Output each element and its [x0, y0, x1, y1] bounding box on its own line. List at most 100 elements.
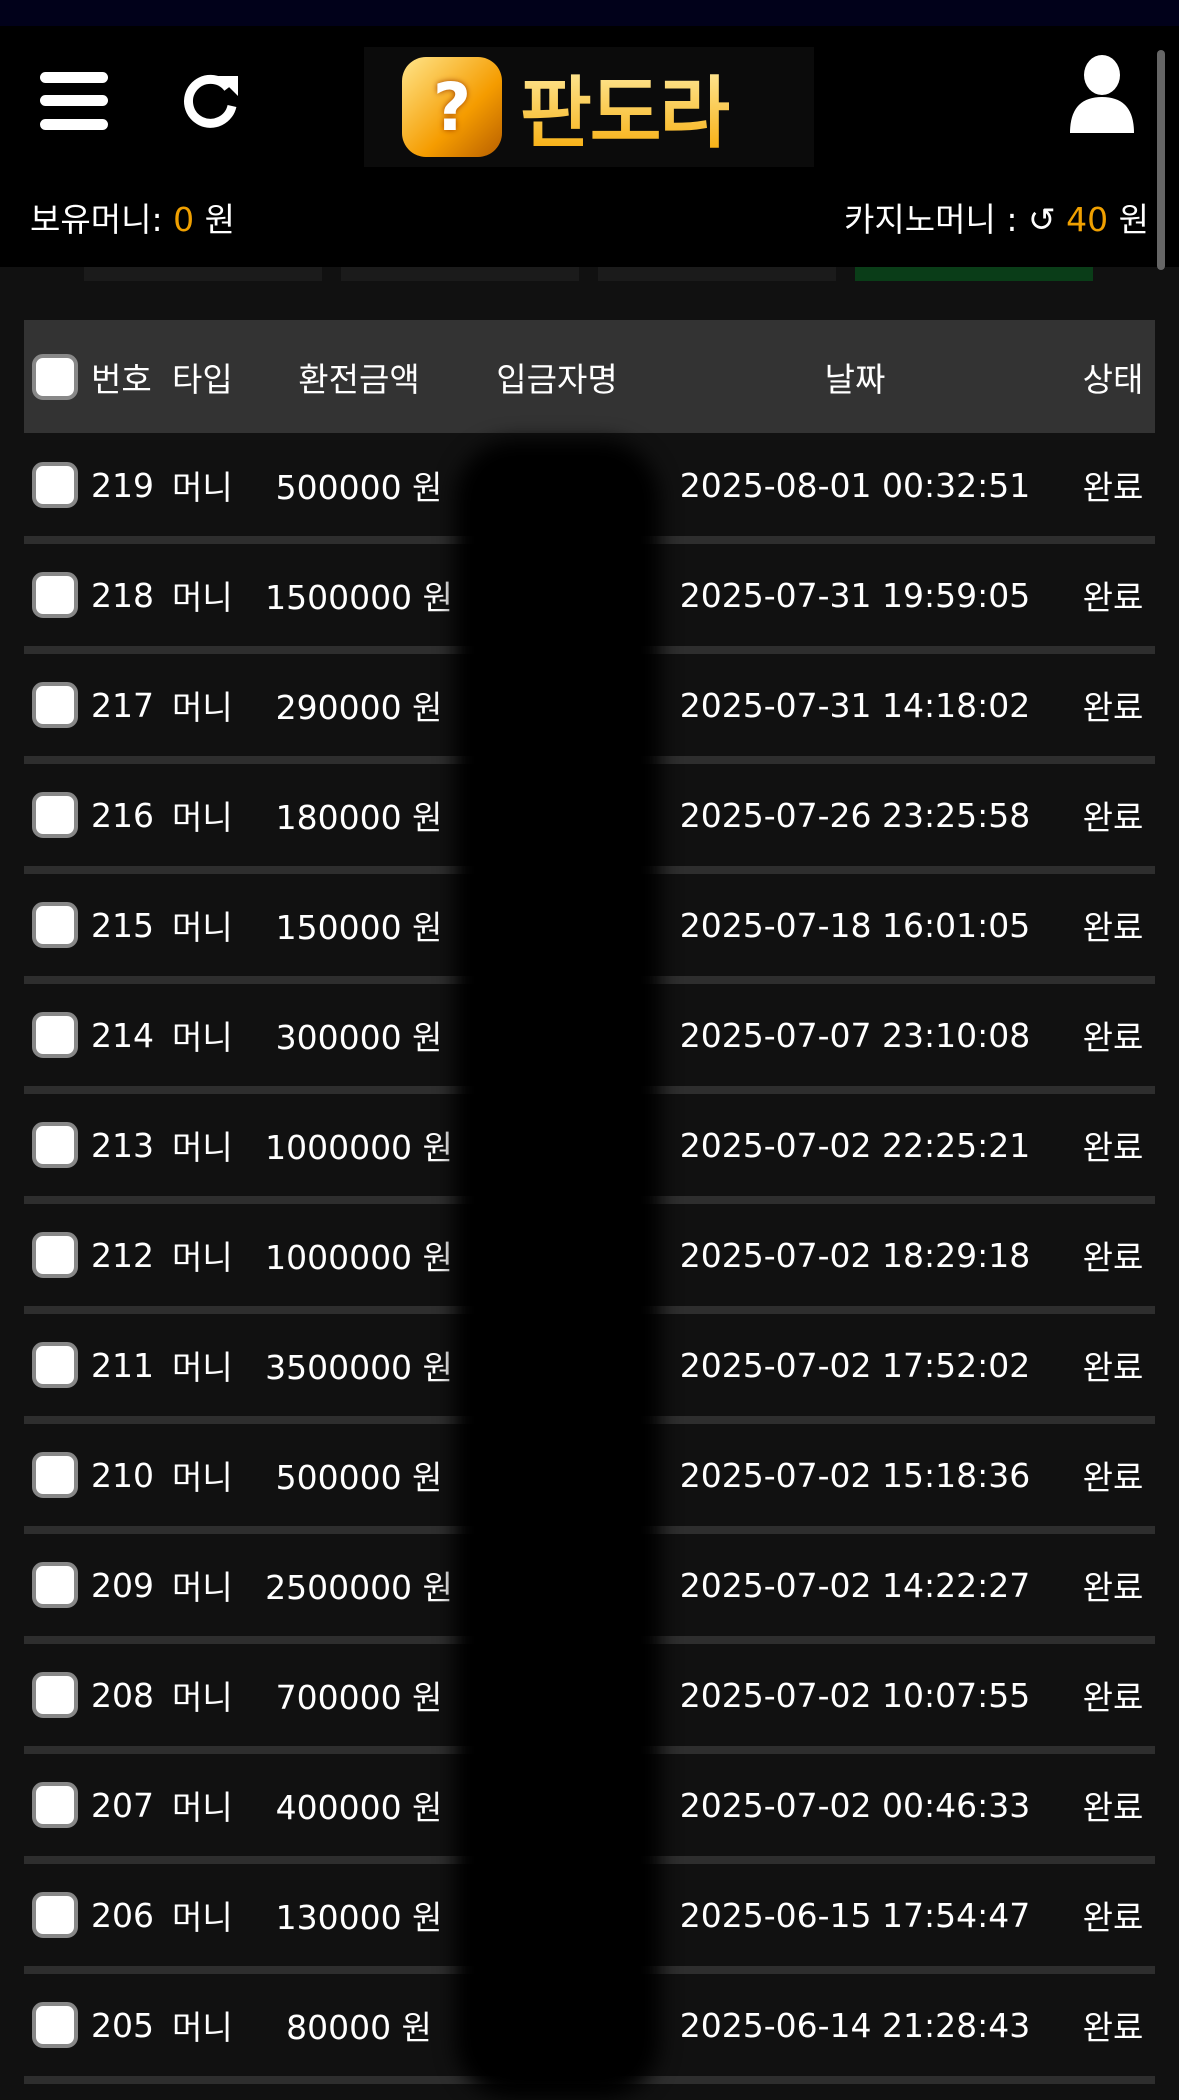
row-type: 머니: [172, 688, 233, 727]
row-amount: 290000 원: [275, 688, 443, 727]
row-checkbox[interactable]: [32, 1562, 78, 1608]
row-amount: 1500000 원: [265, 578, 453, 617]
row-type: 머니: [172, 1458, 233, 1497]
row-checkbox[interactable]: [32, 902, 78, 948]
user-icon[interactable]: [1068, 55, 1136, 133]
row-date: 2025-07-31 19:59:05: [679, 575, 1031, 615]
row-type: 머니: [172, 798, 233, 837]
row-type: 머니: [172, 1128, 233, 1167]
row-num: 215: [91, 905, 154, 945]
row-num: 207: [91, 1785, 154, 1825]
row-amount: 1000000 원: [265, 1128, 453, 1167]
tab-3[interactable]: [598, 267, 836, 281]
tab-strip: [0, 267, 1179, 281]
logo-text: 판도라: [520, 51, 731, 163]
row-status: 완료: [1082, 1018, 1144, 1057]
select-all-checkbox[interactable]: [32, 353, 78, 400]
row-type: 머니: [172, 578, 233, 617]
refresh-icon[interactable]: [180, 70, 242, 132]
row-amount: 500000 원: [275, 468, 443, 507]
row-type: 머니: [172, 468, 233, 507]
row-status: 완료: [1082, 1348, 1144, 1387]
row-status: 완료: [1082, 688, 1144, 727]
row-num: 210: [91, 1455, 154, 1495]
row-status: 완료: [1082, 1678, 1144, 1717]
casino-refresh-icon[interactable]: ↺: [1027, 200, 1056, 239]
row-num: 205: [91, 2005, 154, 2045]
row-amount: 150000 원: [275, 908, 443, 947]
row-num: 208: [91, 1675, 154, 1715]
row-checkbox[interactable]: [32, 1672, 78, 1718]
row-type: 머니: [172, 2008, 233, 2047]
tab-1[interactable]: [84, 267, 322, 281]
row-amount: 80000 원: [286, 2008, 432, 2047]
row-date: 2025-07-02 15:18:36: [679, 1455, 1031, 1495]
row-amount: 130000 원: [275, 1898, 443, 1937]
row-date: 2025-07-18 16:01:05: [679, 905, 1031, 945]
row-date: 2025-07-02 10:07:55: [679, 1675, 1031, 1715]
held-money-value: 0: [173, 200, 195, 239]
row-checkbox[interactable]: [32, 682, 78, 728]
row-status: 완료: [1082, 1568, 1144, 1607]
row-num: 219: [91, 465, 154, 505]
row-type: 머니: [172, 1898, 233, 1937]
row-type: 머니: [172, 908, 233, 947]
row-type: 머니: [172, 1018, 233, 1057]
casino-money: 카지노머니 : ↺ 40 원: [844, 193, 1149, 241]
row-date: 2025-08-01 00:32:51: [679, 465, 1031, 505]
col-num: 번호: [91, 359, 152, 399]
row-date: 2025-06-15 17:54:47: [679, 1895, 1031, 1935]
row-status: 완료: [1082, 468, 1144, 507]
row-status: 완료: [1082, 1458, 1144, 1497]
row-date: 2025-07-02 00:46:33: [679, 1785, 1031, 1825]
row-checkbox[interactable]: [32, 1892, 78, 1938]
row-date: 2025-07-02 17:52:02: [679, 1345, 1031, 1385]
row-num: 206: [91, 1895, 154, 1935]
held-money-label: 보유머니:: [30, 200, 163, 239]
row-num: 209: [91, 1565, 154, 1605]
row-amount: 3500000 원: [265, 1348, 453, 1387]
row-type: 머니: [172, 1678, 233, 1717]
row-num: 218: [91, 575, 154, 615]
row-date: 2025-07-31 14:18:02: [679, 685, 1031, 725]
held-money-unit: 원: [204, 200, 235, 239]
row-status: 완료: [1082, 1788, 1144, 1827]
col-type: 타입: [172, 359, 233, 399]
scrollbar[interactable]: [1157, 50, 1165, 270]
row-date: 2025-07-07 23:10:08: [679, 1015, 1031, 1055]
row-checkbox[interactable]: [32, 2002, 78, 2048]
row-amount: 500000 원: [275, 1458, 443, 1497]
held-money: 보유머니: 0 원: [30, 193, 235, 241]
table-header: 번호 타입 환전금액 입금자명 날짜 상태: [24, 320, 1155, 433]
row-num: 216: [91, 795, 154, 835]
row-num: 214: [91, 1015, 154, 1055]
col-amount: 환전금액: [298, 359, 420, 399]
logo[interactable]: ? 판도라: [364, 47, 814, 167]
row-type: 머니: [172, 1348, 233, 1387]
row-status: 완료: [1082, 798, 1144, 837]
row-checkbox[interactable]: [32, 792, 78, 838]
row-amount: 300000 원: [275, 1018, 443, 1057]
col-status: 상태: [1082, 359, 1144, 399]
tab-2[interactable]: [341, 267, 579, 281]
row-num: 217: [91, 685, 154, 725]
row-checkbox[interactable]: [32, 1122, 78, 1168]
row-checkbox[interactable]: [32, 572, 78, 618]
row-checkbox[interactable]: [32, 1452, 78, 1498]
row-date: 2025-06-14 21:28:43: [679, 2005, 1031, 2045]
row-date: 2025-07-02 22:25:21: [679, 1125, 1031, 1165]
row-type: 머니: [172, 1788, 233, 1827]
row-checkbox[interactable]: [32, 1012, 78, 1058]
row-checkbox[interactable]: [32, 1782, 78, 1828]
row-checkbox[interactable]: [32, 1232, 78, 1278]
row-amount: 2500000 원: [265, 1568, 453, 1607]
logo-question-icon: ?: [402, 57, 502, 157]
menu-button[interactable]: [40, 72, 108, 130]
row-checkbox[interactable]: [32, 462, 78, 508]
row-date: 2025-07-02 18:29:18: [679, 1235, 1031, 1275]
redaction-overlay: [455, 440, 660, 2100]
tab-4-active[interactable]: [855, 267, 1093, 281]
row-type: 머니: [172, 1568, 233, 1607]
row-num: 212: [91, 1235, 154, 1275]
row-checkbox[interactable]: [32, 1342, 78, 1388]
